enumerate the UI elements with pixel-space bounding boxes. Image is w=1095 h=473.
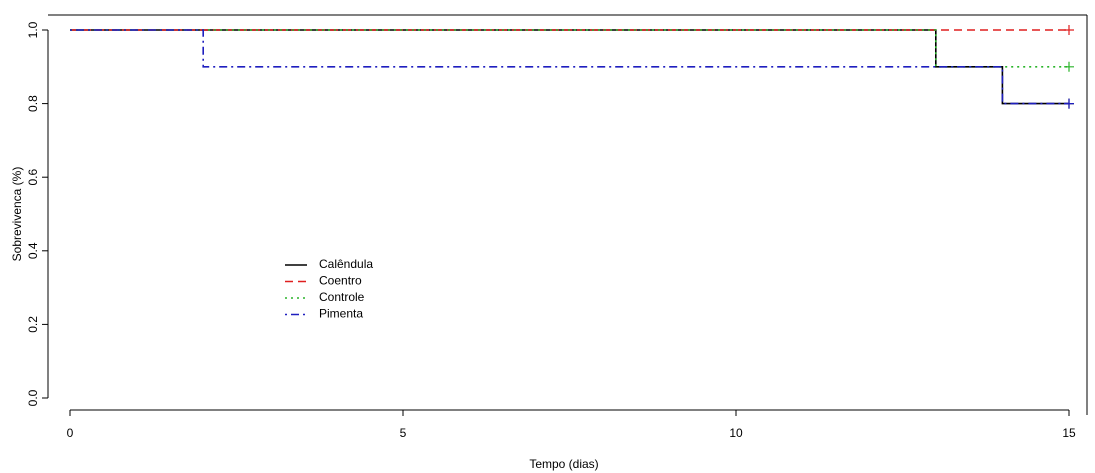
censor-mark: [1064, 98, 1074, 109]
x-tick-label: 10: [729, 426, 743, 440]
legend-label: Coentro: [319, 274, 362, 288]
y-axis-label: Sobrevivenca (%): [10, 167, 24, 262]
x-tick-label: 15: [1062, 426, 1076, 440]
x-axis-label: Tempo (dias): [529, 457, 598, 471]
x-tick-label: 5: [400, 426, 407, 440]
y-tick-label: 0.8: [26, 95, 40, 112]
censor-mark: [1064, 25, 1074, 35]
y-tick-label: 0.2: [26, 316, 40, 333]
survival-line: [70, 29, 1069, 68]
y-tick-label: 0.4: [26, 242, 40, 259]
legend-label: Calêndula: [319, 257, 373, 271]
legend-label: Controle: [319, 290, 365, 304]
y-tick-label: 0.0: [26, 389, 40, 406]
legend-label: Pimenta: [319, 307, 363, 321]
censor-mark: [1064, 61, 1074, 72]
survival-line: [70, 29, 1069, 105]
y-tick-label: 0.6: [26, 169, 40, 186]
y-tick-label: 1.0: [26, 21, 40, 38]
x-tick-label: 0: [67, 426, 74, 440]
